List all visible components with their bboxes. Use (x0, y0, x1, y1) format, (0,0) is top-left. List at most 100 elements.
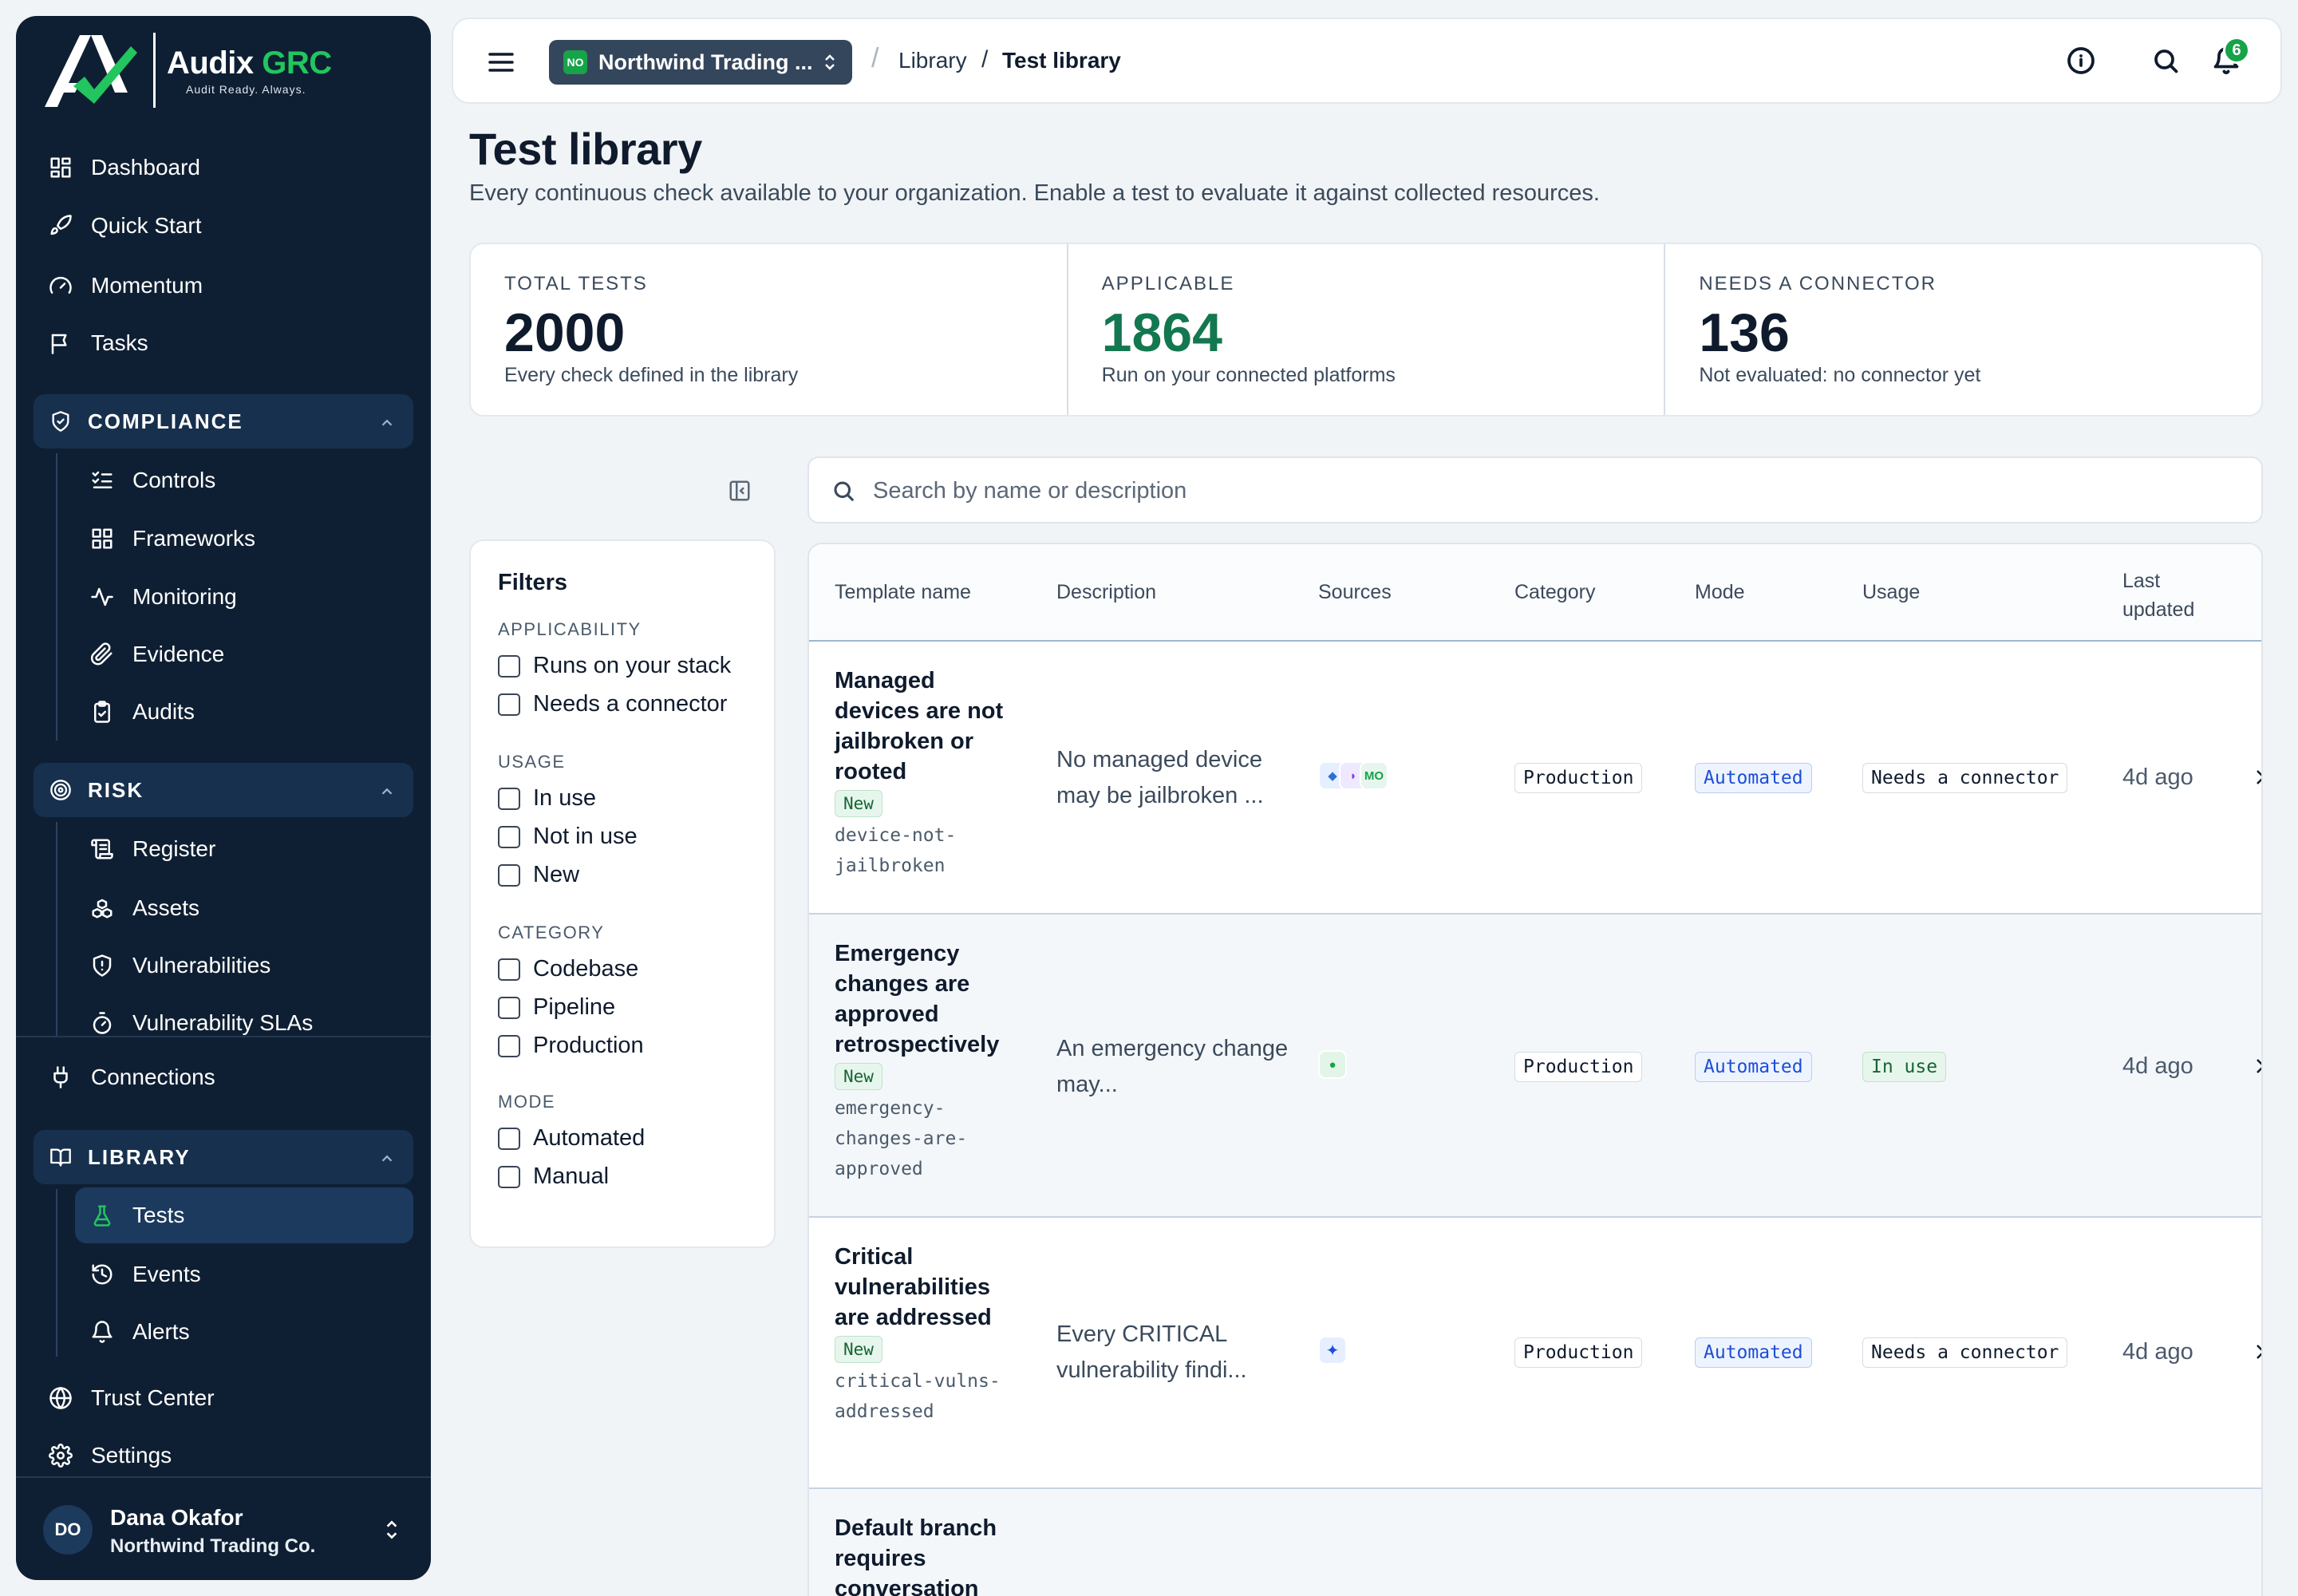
chevron-up-icon (378, 781, 396, 799)
template-name: Managed devices are not jailbroken or ro… (835, 666, 1010, 881)
column-usage[interactable]: Usage (1862, 581, 1921, 603)
logo[interactable]: Audix GRC Audit Ready. Always. (41, 24, 332, 117)
template-slug: critical-vulns-addressed (835, 1371, 1001, 1422)
sources: ✦ (1318, 1336, 1347, 1365)
checkbox[interactable] (498, 654, 520, 678)
filter-pipeline[interactable]: Pipeline (498, 994, 615, 1021)
filter-runs-on-stack[interactable]: Runs on your stack (498, 653, 731, 679)
brand-name: Audix GRC (167, 45, 332, 81)
paperclip-icon (89, 642, 115, 667)
filter-automated[interactable]: Automated (498, 1125, 645, 1152)
sidebar-item-tasks[interactable]: Tasks (16, 321, 431, 365)
filters-panel: Filters APPLICABILITY Runs on your stack… (469, 539, 776, 1248)
sidebar-item-events[interactable]: Events (16, 1252, 431, 1297)
filter-manual[interactable]: Manual (498, 1163, 609, 1190)
filter-not-in-use[interactable]: Not in use (498, 824, 638, 850)
column-sources[interactable]: Sources (1318, 581, 1392, 603)
active-indicator (75, 1187, 413, 1243)
filter-codebase[interactable]: Codebase (498, 956, 638, 982)
column-description[interactable]: Description (1056, 581, 1157, 603)
org-selector[interactable]: NO Northwind Trading ... (549, 40, 852, 85)
filter-group-label: APPLICABILITY (498, 619, 642, 639)
checkbox[interactable] (498, 825, 520, 848)
column-last-updated[interactable]: Last updated (2122, 570, 2195, 621)
sidebar-item-momentum[interactable]: Momentum (16, 263, 431, 308)
info-icon[interactable] (2067, 46, 2099, 78)
table-header: Template name Description Sources Catego… (809, 544, 2261, 642)
section-library[interactable]: LIBRARY (34, 1130, 413, 1184)
filter-group-label: CATEGORY (498, 922, 605, 942)
search-box (807, 456, 2263, 523)
sidebar-item-vulnerabilities[interactable]: Vulnerabilities (16, 943, 431, 988)
sidebar-item-frameworks[interactable]: Frameworks (16, 516, 431, 561)
sidebar-item-controls[interactable]: Controls (16, 458, 431, 503)
audix-logo-icon (45, 35, 137, 107)
section-risk[interactable]: RISK (34, 763, 413, 817)
section-compliance[interactable]: COMPLIANCE (34, 394, 413, 448)
filter-new[interactable]: New (498, 862, 579, 888)
sidebar-item-assets[interactable]: Assets (16, 886, 431, 930)
last-updated: 4d ago (2122, 1339, 2193, 1365)
template-name: Default branch requires conversation (835, 1515, 997, 1596)
sidebar-item-evidence[interactable]: Evidence (16, 632, 431, 677)
grid-icon (89, 526, 115, 551)
sidebar-item-connections[interactable]: Connections (16, 1055, 431, 1100)
collapse-panel-icon[interactable] (728, 479, 752, 503)
table-row[interactable]: Emergency changes are approved retrospec… (809, 915, 2261, 1218)
shield-alert-icon (89, 953, 115, 978)
clipboard-icon (89, 699, 115, 725)
new-badge: New (835, 1063, 882, 1090)
chevron-right-icon[interactable] (2253, 1342, 2261, 1361)
flask-icon (89, 1203, 115, 1228)
column-mode[interactable]: Mode (1695, 581, 1745, 603)
sidebar-item-audits[interactable]: Audits (16, 689, 431, 734)
sidebar-item-trust-center[interactable]: Trust Center (16, 1376, 431, 1420)
chevron-up-icon (378, 413, 396, 430)
checkbox[interactable] (498, 1165, 520, 1188)
table-row[interactable]: Default branch requires conversation (809, 1489, 2261, 1596)
history-icon (89, 1262, 115, 1287)
table-row[interactable]: Critical vulnerabilities are addressed N… (809, 1218, 2261, 1489)
checkbox[interactable] (498, 693, 520, 716)
filter-production[interactable]: Production (498, 1033, 644, 1059)
sidebar-item-register[interactable]: Register (16, 827, 431, 871)
breadcrumb-separator: / (981, 46, 989, 73)
org-name: Northwind Trading ... (598, 49, 813, 74)
chevron-up-down-icon (823, 53, 836, 72)
sidebar-item-settings[interactable]: Settings (16, 1433, 431, 1478)
checklist-icon (89, 468, 115, 493)
sidebar-item-tests[interactable]: Tests (16, 1193, 431, 1238)
sidebar-item-label: Tasks (91, 330, 148, 355)
filter-needs-connector[interactable]: Needs a connector (498, 691, 727, 717)
chevron-right-icon[interactable] (2253, 768, 2261, 787)
checkbox[interactable] (498, 958, 520, 981)
column-template-name[interactable]: Template name (835, 581, 971, 603)
chevron-up-down-icon (381, 1518, 402, 1542)
checkbox[interactable] (498, 1127, 520, 1150)
filter-group-label: MODE (498, 1092, 555, 1112)
gauge-icon (48, 273, 73, 298)
checkbox[interactable] (498, 863, 520, 887)
usage-pill: Needs a connector (1862, 1337, 2068, 1368)
table-row[interactable]: Managed devices are not jailbroken or ro… (809, 642, 2261, 915)
breadcrumb-library[interactable]: Library (898, 48, 967, 73)
rocket-icon (48, 213, 73, 239)
sidebar-item-vulnerability-slas[interactable]: Vulnerability SLAs (16, 1001, 431, 1045)
search-input[interactable] (873, 469, 2229, 512)
chevron-right-icon[interactable] (2253, 1057, 2261, 1076)
checkbox[interactable] (498, 996, 520, 1019)
sidebar-item-alerts[interactable]: Alerts (16, 1310, 431, 1354)
template-slug: emergency-changes-are-approved (835, 1098, 968, 1179)
filter-in-use[interactable]: In use (498, 785, 596, 812)
stat-needs-connector: NEEDS A CONNECTOR 136 Not evaluated: no … (1699, 273, 1981, 386)
checkbox[interactable] (498, 1034, 520, 1057)
menu-icon[interactable] (485, 46, 517, 78)
sidebar-item-dashboard[interactable]: Dashboard (16, 145, 431, 190)
column-category[interactable]: Category (1514, 581, 1596, 603)
search-icon[interactable] (2151, 46, 2183, 78)
sidebar-item-quick-start[interactable]: Quick Start (16, 203, 431, 248)
user-menu[interactable]: DO Dana Okafor Northwind Trading Co. (16, 1476, 431, 1580)
source-badge: MO (1360, 761, 1388, 790)
checkbox[interactable] (498, 787, 520, 810)
sidebar-item-monitoring[interactable]: Monitoring (16, 575, 431, 619)
